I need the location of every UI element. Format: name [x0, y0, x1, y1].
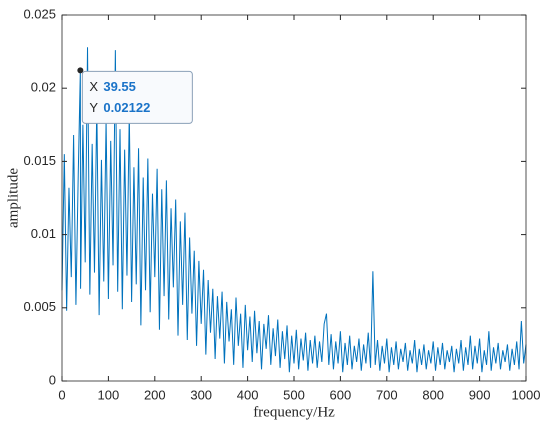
y-tick-label: 0 — [49, 372, 56, 387]
datatip-y-label: Y — [89, 100, 98, 115]
x-tick-label: 500 — [283, 387, 305, 402]
y-tick-label: 0.005 — [23, 299, 56, 314]
y-tick-label: 0.025 — [23, 6, 56, 21]
datatip-y-value: 0.02122 — [103, 100, 150, 115]
x-tick-label: 700 — [376, 387, 398, 402]
y-tick-label: 0.02 — [31, 80, 56, 95]
x-tick-label: 200 — [144, 387, 166, 402]
datatip-x-label: X — [89, 79, 98, 94]
datatip-marker — [77, 67, 84, 74]
y-tick-label: 0.01 — [31, 226, 56, 241]
x-tick-label: 0 — [58, 387, 65, 402]
x-axis-label: frequency/Hz — [253, 404, 335, 420]
x-tick-label: 100 — [98, 387, 120, 402]
datatip-x-value: 39.55 — [103, 79, 136, 94]
plot-area — [62, 15, 526, 381]
x-tick-label: 800 — [422, 387, 444, 402]
x-tick-label: 1000 — [512, 387, 541, 402]
datatip-box — [81, 70, 193, 124]
datatip: X 39.55 Y 0.02122 — [81, 70, 193, 124]
y-axis-label: amplitude — [5, 168, 21, 228]
y-tick-label: 0.015 — [23, 153, 56, 168]
series-line — [61, 47, 527, 373]
x-tick-label: 900 — [469, 387, 491, 402]
x-tick-label: 600 — [330, 387, 352, 402]
x-tick-label: 300 — [190, 387, 212, 402]
x-tick-label: 400 — [237, 387, 259, 402]
